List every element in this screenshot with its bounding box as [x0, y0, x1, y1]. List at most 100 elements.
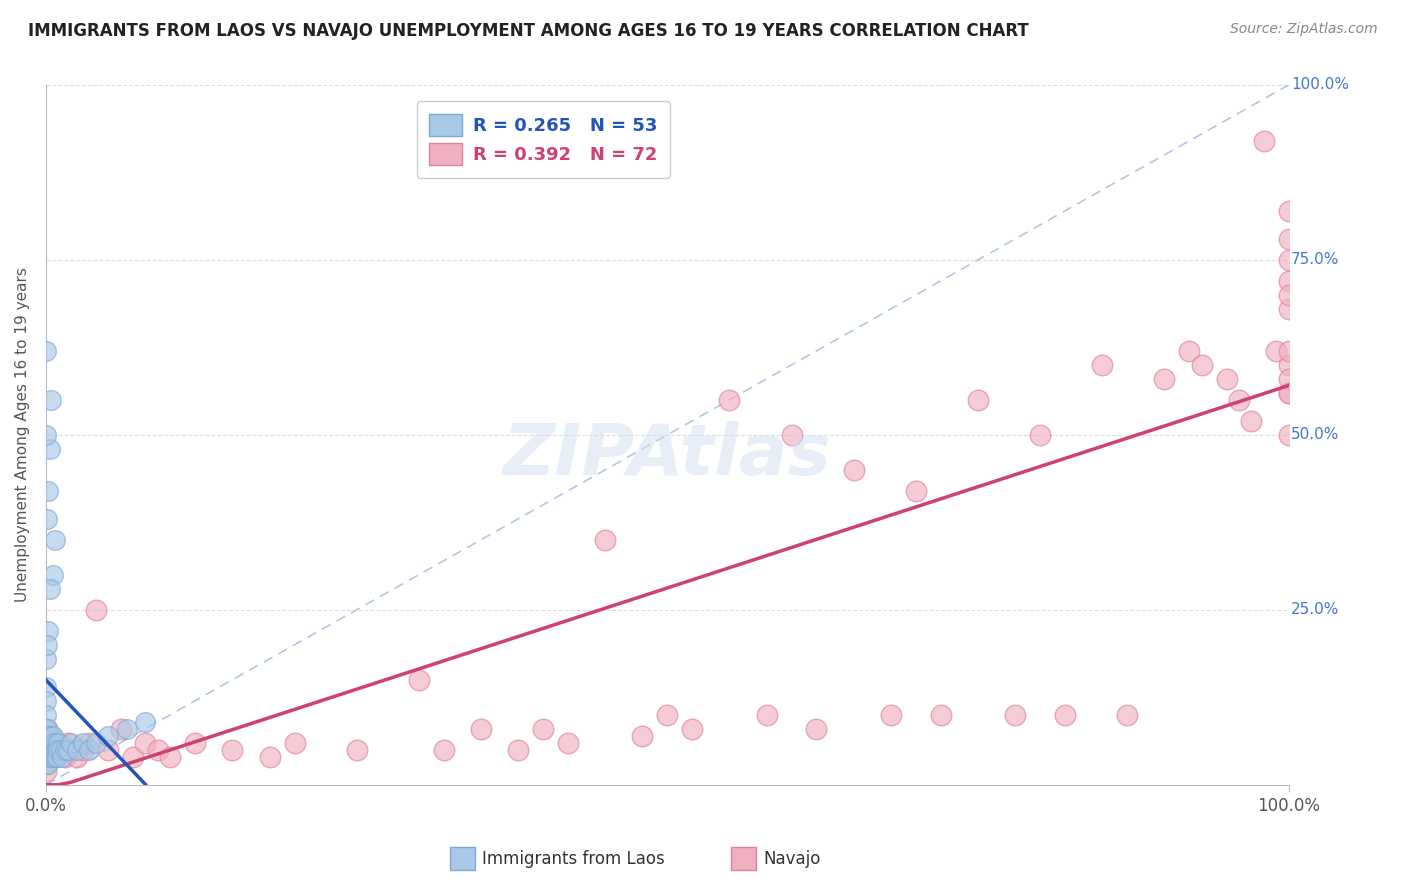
Point [1240, 414, 1263, 428]
Point [1278, 372, 1301, 386]
Point [48, 743, 70, 757]
Point [41, 743, 63, 757]
Point [35, 743, 58, 757]
Point [259, 749, 281, 764]
Point [35, 764, 58, 778]
Point [35, 343, 58, 358]
Point [283, 736, 305, 750]
Point [38, 582, 60, 596]
Text: 100.0%: 100.0% [1291, 78, 1350, 93]
Point [79, 736, 101, 750]
Point [37, 743, 59, 757]
Point [159, 749, 181, 764]
Point [79, 743, 101, 757]
Point [39, 392, 62, 407]
Point [35, 722, 58, 736]
Point [37, 624, 59, 638]
Point [1029, 427, 1052, 442]
Point [48, 736, 70, 750]
Point [44, 749, 66, 764]
Text: Navajo: Navajo [763, 849, 821, 868]
Point [35, 756, 58, 771]
Point [51, 749, 73, 764]
Point [41, 749, 63, 764]
Point [97, 743, 120, 757]
Text: Immigrants from Laos: Immigrants from Laos [482, 849, 665, 868]
Point [38, 442, 60, 456]
Point [593, 533, 616, 547]
Point [1116, 707, 1139, 722]
Point [37, 749, 59, 764]
Point [84, 736, 107, 750]
Point [1153, 372, 1175, 386]
Text: IMMIGRANTS FROM LAOS VS NAVAJO UNEMPLOYMENT AMONG AGES 16 TO 19 YEARS CORRELATIO: IMMIGRANTS FROM LAOS VS NAVAJO UNEMPLOYM… [28, 22, 1029, 40]
Point [44, 749, 66, 764]
Point [557, 736, 579, 750]
Legend: R = 0.265   N = 53, R = 0.392   N = 72: R = 0.265 N = 53, R = 0.392 N = 72 [416, 101, 669, 178]
Point [35, 680, 58, 694]
Point [718, 392, 741, 407]
Point [49, 743, 72, 757]
Point [1278, 385, 1301, 400]
Point [1278, 427, 1301, 442]
Point [1265, 343, 1288, 358]
Point [146, 743, 169, 757]
Point [134, 736, 156, 750]
Point [72, 736, 94, 750]
Point [967, 392, 990, 407]
Point [842, 463, 865, 477]
Point [35, 707, 58, 722]
Point [1278, 385, 1301, 400]
Point [1227, 392, 1250, 407]
Point [1278, 301, 1301, 316]
Point [657, 707, 679, 722]
Point [408, 673, 430, 687]
Point [59, 736, 82, 750]
Point [755, 707, 778, 722]
Point [35, 427, 58, 442]
Point [35, 749, 58, 764]
Point [221, 743, 243, 757]
Point [58, 736, 80, 750]
Point [122, 749, 145, 764]
Y-axis label: Unemployment Among Ages 16 to 19 years: Unemployment Among Ages 16 to 19 years [15, 268, 30, 602]
Point [66, 743, 89, 757]
Point [37, 736, 59, 750]
Point [1278, 288, 1301, 302]
Point [41, 736, 63, 750]
Point [780, 427, 803, 442]
Point [531, 722, 554, 736]
Point [929, 707, 952, 722]
Text: 75.0%: 75.0% [1291, 252, 1340, 268]
Point [46, 749, 69, 764]
Point [37, 512, 59, 526]
Point [904, 483, 927, 498]
Point [45, 743, 67, 757]
Point [1253, 134, 1275, 148]
Point [1091, 358, 1114, 372]
Point [42, 743, 65, 757]
Point [38, 729, 60, 743]
Point [433, 743, 456, 757]
Text: Source: ZipAtlas.com: Source: ZipAtlas.com [1230, 22, 1378, 37]
Point [1278, 252, 1301, 267]
Point [470, 722, 492, 736]
Point [35, 729, 58, 743]
Point [1191, 358, 1213, 372]
Point [1278, 358, 1301, 372]
Point [35, 736, 58, 750]
Point [134, 714, 156, 729]
Point [38, 749, 60, 764]
Point [110, 722, 132, 736]
Point [44, 736, 66, 750]
Point [1278, 203, 1301, 218]
Point [42, 567, 65, 582]
Text: 50.0%: 50.0% [1291, 427, 1340, 442]
Point [35, 652, 58, 666]
Point [346, 743, 368, 757]
Point [37, 483, 59, 498]
Point [806, 722, 828, 736]
Point [35, 694, 58, 708]
Point [37, 736, 59, 750]
Point [66, 749, 89, 764]
